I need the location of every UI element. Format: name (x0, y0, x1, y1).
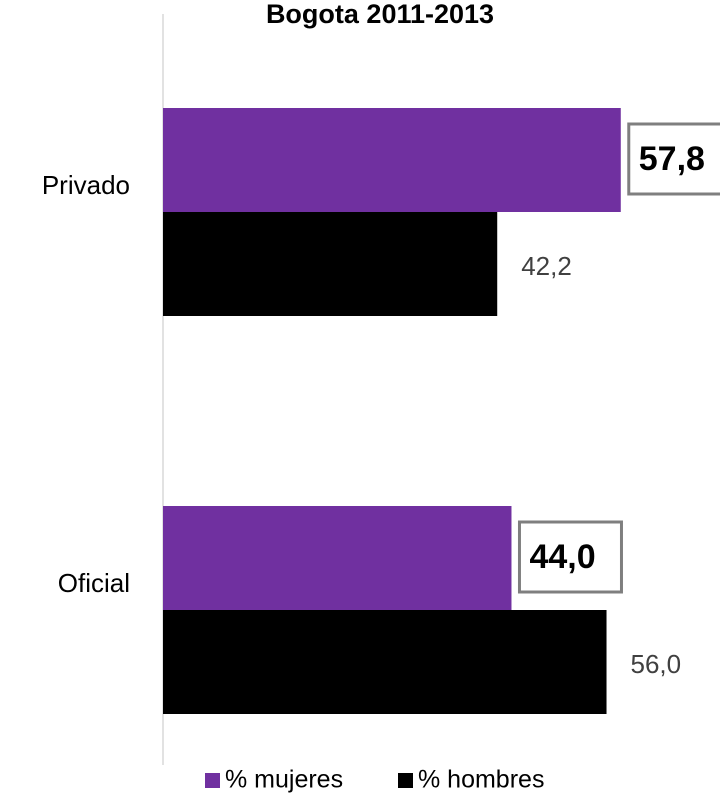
category-label: Privado (42, 170, 130, 200)
bar (163, 108, 621, 212)
data-label: 56,0 (631, 649, 682, 679)
data-label: 42,2 (521, 251, 572, 281)
legend-label: % mujeres (225, 766, 343, 794)
legend-swatch (205, 773, 220, 788)
label-box (627, 122, 720, 196)
chart-title: Bogota 2011-2013 (266, 0, 494, 29)
data-label: 57,8 (639, 140, 705, 178)
label-box (517, 520, 623, 594)
bar (163, 506, 512, 610)
bar (163, 610, 607, 714)
data-label: 44,0 (529, 538, 595, 576)
category-label: Oficial (58, 568, 130, 598)
legend-label: % hombres (418, 766, 544, 794)
bar (163, 212, 498, 316)
legend-swatch (398, 773, 413, 788)
